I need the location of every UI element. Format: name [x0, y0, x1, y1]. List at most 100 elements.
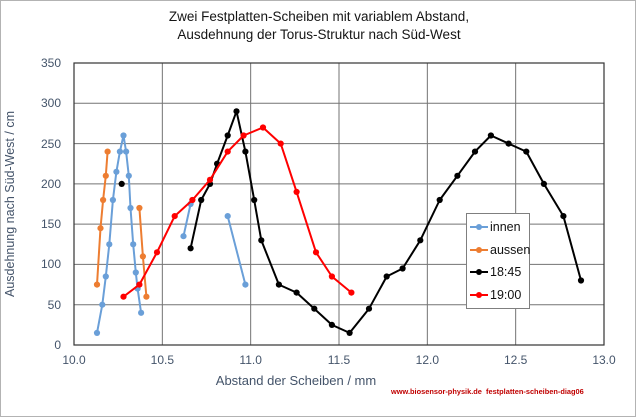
- legend-label-1900: 19:00: [490, 287, 522, 302]
- data-point-19:00: [259, 124, 267, 131]
- data-point-19:00: [206, 176, 214, 183]
- y-tick-label: 200: [40, 176, 61, 191]
- data-point-innen: [123, 148, 130, 155]
- x-tick-label: 12.0: [415, 353, 439, 367]
- data-point-18:45: [383, 273, 390, 280]
- data-point-aussen: [104, 148, 111, 155]
- data-point-19:00: [312, 249, 320, 256]
- legend-item-aussen: aussen: [470, 239, 531, 261]
- series-line-innen: [182, 203, 192, 237]
- data-point-18:45: [454, 172, 461, 179]
- data-point-19:00: [277, 140, 284, 147]
- data-point-19:00: [120, 293, 127, 300]
- y-tick-label: 300: [40, 96, 61, 111]
- data-point-19:00: [189, 196, 196, 204]
- legend-swatch-1845-icon: [470, 266, 488, 278]
- data-point-18:45: [118, 180, 125, 187]
- data-point-18:45: [251, 196, 258, 204]
- data-point-18:45: [275, 281, 282, 288]
- data-point-18:45: [311, 305, 318, 312]
- data-point-18:45: [523, 148, 530, 155]
- data-point-18:45: [417, 237, 424, 244]
- data-point-19:00: [136, 281, 143, 288]
- data-point-18:45: [198, 196, 205, 204]
- y-tick-label: 0: [54, 338, 61, 352]
- data-point-18:45: [436, 196, 443, 204]
- chart-title-line-2: Ausdehnung der Torus-Struktur nach Süd-W…: [177, 27, 461, 42]
- series-line-innen: [226, 215, 247, 285]
- data-point-18:45: [560, 213, 567, 220]
- data-point-18:45: [187, 245, 194, 252]
- data-point-18:45: [399, 265, 406, 272]
- x-tick-label: 11.0: [239, 353, 262, 367]
- data-point-innen: [125, 172, 132, 179]
- data-point-innen: [224, 213, 231, 220]
- data-point-18:45: [471, 148, 479, 155]
- legend-swatch-innen-icon: [470, 221, 488, 233]
- legend-label-aussen: aussen: [490, 242, 531, 257]
- x-tick-label: 12.5: [503, 353, 528, 367]
- data-point-innen: [127, 204, 134, 212]
- x-tick-label: 10.0: [62, 353, 86, 367]
- legend-label-innen: innen: [490, 220, 521, 235]
- legend-item-innen: innen: [470, 216, 529, 238]
- chart-title-line-1: Zwei Festplatten-Scheiben mit variablem …: [168, 9, 470, 24]
- data-point-19:00: [293, 188, 300, 195]
- data-point-innen: [93, 329, 101, 336]
- legend-label-1845: 18:45: [490, 265, 522, 280]
- data-point-18:45: [258, 237, 265, 244]
- data-point-aussen: [97, 225, 104, 232]
- data-point-19:00: [224, 148, 231, 155]
- data-point-aussen: [102, 172, 109, 179]
- data-point-18:45: [346, 329, 353, 336]
- data-point-aussen: [136, 204, 143, 212]
- data-point-innen: [109, 196, 116, 204]
- data-point-18:45: [540, 180, 548, 187]
- data-point-innen: [180, 233, 187, 240]
- data-point-18:45: [487, 132, 494, 139]
- x-axis-title: Abstand der Scheiben / mm: [215, 373, 377, 388]
- data-point-19:00: [328, 273, 335, 280]
- legend-item-1900: 19:00: [470, 284, 529, 306]
- data-point-18:45: [293, 289, 300, 296]
- y-tick-label: 250: [40, 136, 61, 151]
- data-point-19:00: [171, 213, 178, 220]
- chart-title: Zwei Festplatten-Scheiben mit variablem …: [1, 8, 635, 44]
- data-point-innen: [138, 309, 145, 316]
- y-tick-label: 150: [40, 217, 61, 232]
- data-point-19:00: [348, 289, 355, 296]
- data-point-18:45: [365, 305, 373, 312]
- data-point-innen: [113, 168, 120, 175]
- x-tick-label: 10.5: [150, 353, 174, 367]
- x-tick-label: 11.5: [327, 353, 351, 367]
- data-point-innen: [106, 241, 113, 248]
- y-tick-label: 100: [40, 257, 61, 272]
- data-point-18:45: [242, 148, 249, 155]
- legend: innen aussen 18:45 19:00: [466, 213, 530, 309]
- legend-item-1845: 18:45: [470, 261, 529, 283]
- watermark-text: www.biosensor-physik.de festplatten-sche…: [391, 387, 584, 396]
- plot-border: [73, 62, 605, 346]
- data-point-aussen: [143, 293, 150, 300]
- data-point-aussen: [100, 196, 107, 204]
- data-point-18:45: [577, 277, 585, 284]
- x-tick-label: 13.0: [592, 353, 616, 367]
- data-point-aussen: [93, 281, 101, 288]
- data-point-innen: [99, 301, 106, 308]
- data-point-18:45: [505, 140, 512, 147]
- y-tick-label: 50: [47, 297, 61, 312]
- y-axis-title: Ausdehnung nach Süd-West / cm: [3, 111, 17, 297]
- data-point-innen: [116, 148, 123, 155]
- data-point-19:00: [153, 249, 161, 256]
- data-point-19:00: [240, 132, 247, 139]
- data-point-18:45: [233, 108, 240, 115]
- data-point-innen: [102, 273, 109, 280]
- data-point-innen: [132, 269, 139, 276]
- series-line-19:00: [122, 126, 353, 298]
- y-tick-label: 350: [40, 56, 61, 70]
- data-point-innen: [130, 241, 137, 248]
- legend-swatch-1900-icon: [470, 289, 488, 301]
- legend-swatch-aussen-icon: [470, 244, 488, 256]
- data-point-innen: [242, 281, 249, 288]
